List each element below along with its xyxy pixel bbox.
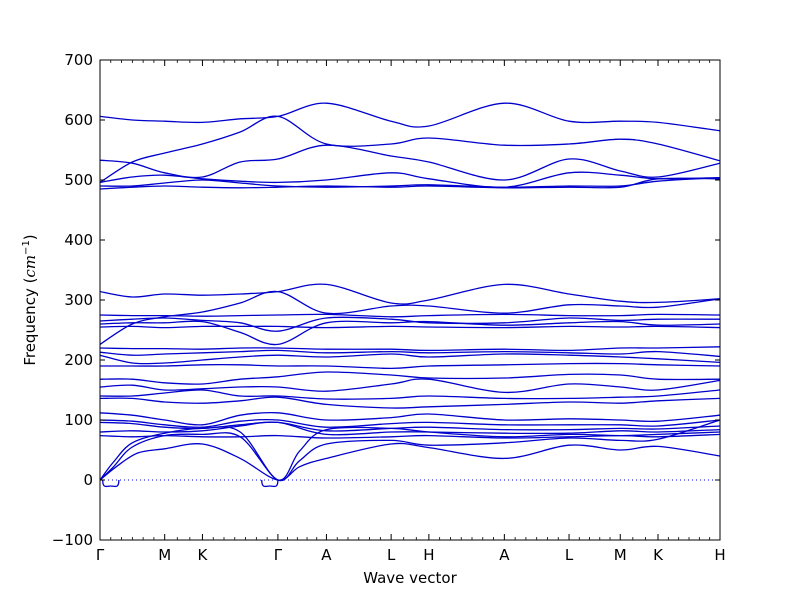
x-tick-label: Γ	[274, 546, 283, 564]
x-tick-label: A	[321, 546, 332, 564]
y-tick-label: 600	[64, 111, 93, 129]
y-tick-label: 300	[64, 291, 93, 309]
phonon-branch-21	[99, 411, 721, 426]
phonon-branch-16	[100, 362, 721, 370]
x-tick-label: Γ	[96, 546, 105, 564]
x-tick-label: K	[198, 546, 209, 564]
phonon-branch-14	[99, 349, 721, 358]
x-tick-label: M	[158, 546, 171, 564]
phonon-branch-15	[99, 353, 721, 365]
phonon-branch-3	[99, 115, 721, 183]
phonon-branch-27	[99, 419, 721, 482]
y-tick-label: 0	[83, 471, 93, 489]
y-tick-label: 500	[64, 171, 93, 189]
phonon-branch-2	[99, 144, 721, 181]
y-tick-label: −100	[52, 531, 93, 549]
series-group	[99, 102, 721, 488]
y-axis-label: Frequency (cm−1)	[21, 234, 39, 365]
phonon-branch-12	[99, 325, 721, 329]
phonon-branch-28	[99, 442, 721, 481]
y-tick-label: 700	[64, 51, 93, 69]
phonon-branch-20	[99, 396, 721, 409]
y-ticks: −100 0 100 200 300 400 500 600 700	[52, 51, 720, 549]
x-axis-label: Wave vector	[363, 569, 457, 587]
y-tick-label: 200	[64, 351, 93, 369]
phonon-branch-13	[99, 346, 721, 352]
y-tick-label: 400	[64, 231, 93, 249]
phonon-branch-10	[99, 316, 721, 332]
imaginary-dip-1	[102, 479, 120, 488]
plot-frame	[99, 59, 721, 541]
phonon-branch-19	[99, 389, 721, 400]
phonon-branch-7	[99, 283, 721, 305]
phonon-branch-6	[99, 177, 721, 190]
y-tick-label: 100	[64, 411, 93, 429]
phonon-branch-8	[99, 290, 721, 345]
phonon-branch-17	[99, 371, 721, 385]
phonon-branch-1	[99, 102, 721, 132]
phonon-branch-22	[99, 418, 721, 428]
x-tick-label: A	[499, 546, 510, 564]
phonon-branch-4	[99, 171, 721, 188]
x-tick-label: L	[387, 546, 396, 564]
imaginary-dip-2	[261, 479, 279, 488]
x-tick-label: H	[714, 546, 725, 564]
phonon-branch-11	[99, 320, 721, 346]
phonon-branch-23	[99, 421, 721, 432]
x-tick-label: H	[423, 546, 434, 564]
phonon-branch-26	[99, 426, 721, 481]
x-tick-label: L	[565, 546, 574, 564]
x-tick-label: M	[614, 546, 627, 564]
phonon-branch-18	[99, 378, 721, 394]
phonon-branch-9	[99, 313, 721, 318]
x-tick-label: K	[653, 546, 664, 564]
